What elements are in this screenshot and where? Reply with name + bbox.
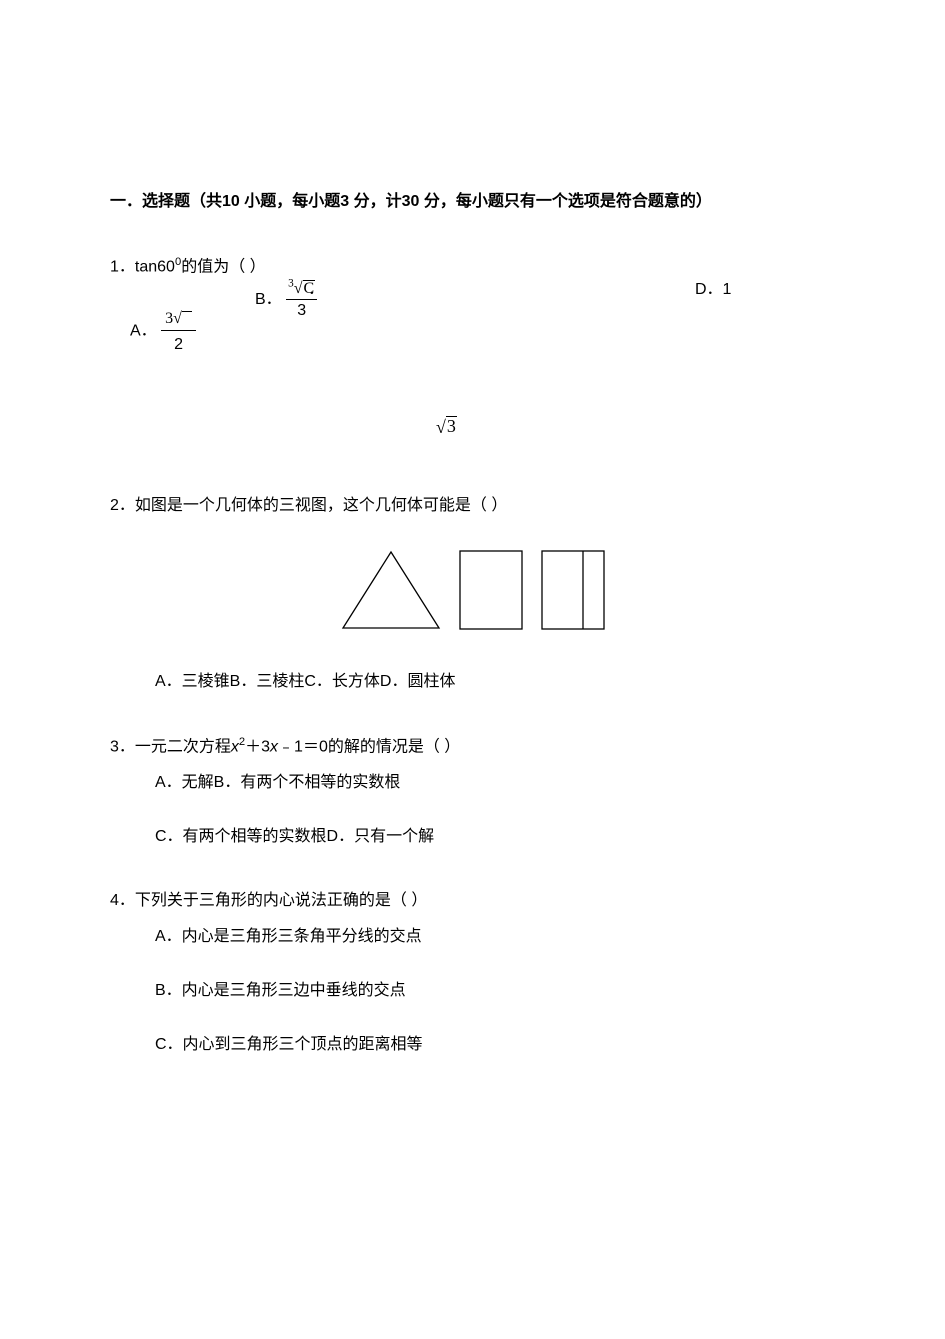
q1-option-c-dot: ． bbox=[308, 278, 324, 302]
q3-x1: x bbox=[231, 738, 239, 755]
q1-a-fraction: 3√ 2 bbox=[161, 309, 196, 354]
q4-line2: B．内心是三角形三边中垂线的交点 bbox=[155, 979, 835, 1003]
q3-options: A．无解B．有两个不相等的实数根 C．有两个相等的实数根D．只有一个解 bbox=[155, 771, 835, 849]
q2-opt-line: A．三棱锥B．三棱柱C．长方体D．圆柱体 bbox=[155, 670, 835, 694]
q3-suffix: ﹣1＝0的解的情况是（ ） bbox=[278, 738, 460, 755]
q1-a-3: 3 bbox=[165, 310, 173, 327]
question-4: 4．下列关于三角形的内心说法正确的是（ ） A．内心是三角形三条角平分线的交点 … bbox=[110, 889, 835, 1057]
q1-b-label: B． bbox=[255, 291, 282, 308]
q1-a-label: A． bbox=[130, 323, 157, 340]
q4-options: A．内心是三角形三条角平分线的交点 B．内心是三角形三边中垂线的交点 C．内心到… bbox=[155, 925, 835, 1057]
q1-stem: 1．tan600的值为（ ） bbox=[110, 254, 266, 279]
q1-option-a: A． 3√ 2 bbox=[130, 309, 196, 354]
q3-mid: ＋3 bbox=[245, 738, 270, 755]
q1-a-root: 3√ bbox=[165, 310, 192, 327]
q1-a-den: 2 bbox=[161, 331, 196, 354]
q3-stem: 3．一元二次方程x2＋3x﹣1＝0的解的情况是（ ） bbox=[110, 734, 835, 759]
q1-stem-prefix: 1．tan60 bbox=[110, 258, 175, 275]
q3-line1: A．无解B．有两个不相等的实数根 bbox=[155, 771, 835, 795]
q1-b-den: 3 bbox=[286, 300, 317, 322]
rect-split-icon bbox=[541, 550, 605, 630]
q4-line1: A．内心是三角形三条角平分线的交点 bbox=[155, 925, 835, 949]
section-title: 一．选择题（共10 小题，每小题3 分，计30 分，每小题只有一个选项是符合题意… bbox=[110, 190, 835, 214]
square-icon bbox=[459, 550, 523, 630]
q1-option-d: D．1 bbox=[695, 278, 731, 302]
q1-a-numerator: 3√ bbox=[161, 309, 196, 331]
q1-sqrt3-val: 3 bbox=[446, 416, 457, 435]
question-1: 1．tan600的值为（ ） A． 3√ 2 B． 3√C 3 ． D．1 √3 bbox=[110, 254, 835, 454]
q4-line3: C．内心到三角形三个顶点的距离相等 bbox=[155, 1033, 835, 1057]
triangle-icon bbox=[341, 550, 441, 630]
q1-sqrt3: √3 bbox=[436, 414, 457, 441]
q3-x2: x bbox=[270, 738, 278, 755]
question-3: 3．一元二次方程x2＋3x﹣1＝0的解的情况是（ ） A．无解B．有两个不相等的… bbox=[110, 734, 835, 849]
q4-stem: 4．下列关于三角形的内心说法正确的是（ ） bbox=[110, 889, 835, 913]
q3-prefix: 3．一元二次方程 bbox=[110, 738, 231, 755]
q1-stem-suffix: 的值为（ ） bbox=[181, 258, 265, 275]
q2-options: A．三棱锥B．三棱柱C．长方体D．圆柱体 bbox=[155, 670, 835, 694]
q2-shapes bbox=[110, 550, 835, 630]
q1-b-3: 3 bbox=[288, 278, 294, 290]
q2-stem: 2．如图是一个几何体的三视图，这个几何体可能是（ ） bbox=[110, 494, 835, 518]
q3-line2: C．有两个相等的实数根D．只有一个解 bbox=[155, 825, 835, 849]
question-2: 2．如图是一个几何体的三视图，这个几何体可能是（ ） A．三棱锥B．三棱柱C．长… bbox=[110, 494, 835, 694]
